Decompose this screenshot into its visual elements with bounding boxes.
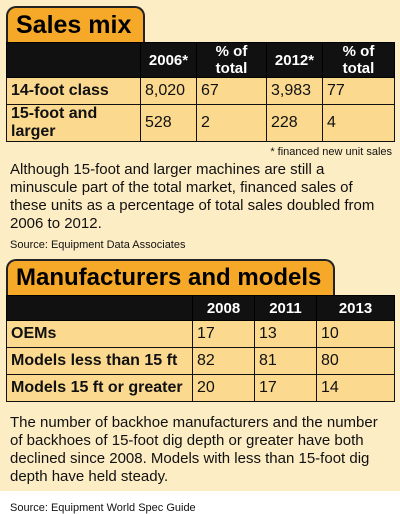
table-cell: 3,983 [266, 77, 323, 105]
table-cell: 17 [254, 374, 317, 402]
source-note: Source: Equipment World Spec Guide [10, 502, 196, 514]
manufacturers-table: 2008 2011 2013 OEMs 17 13 10 Models less… [6, 295, 395, 402]
table-cell: 17 [192, 320, 255, 348]
header-cell: % of total [322, 42, 395, 78]
table-cell: 4 [322, 104, 395, 142]
table-cell: 13 [254, 320, 317, 348]
table-row: OEMs 17 13 10 [6, 320, 395, 348]
manufacturers-title: Manufacturers and models [6, 259, 336, 295]
row-label: Models less than 15 ft [6, 347, 193, 375]
row-label: 15-foot and larger [6, 104, 141, 142]
table-cell: 77 [322, 77, 395, 105]
row-label: 14-foot class [6, 77, 141, 105]
table-cell: 14 [316, 374, 395, 402]
header-cell: 2013 [316, 295, 395, 321]
table-cell: 20 [192, 374, 255, 402]
table-cell: 2 [196, 104, 267, 142]
manufacturers-section: Manufacturers and models 2008 2011 2013 … [6, 259, 395, 514]
table-row: 14-foot class 8,020 67 3,983 77 [6, 77, 395, 105]
header-cell: 2006* [140, 42, 197, 78]
table-header-row: 2008 2011 2013 [6, 295, 395, 321]
table-header-row: 2006* % of total 2012* % of total [6, 42, 395, 78]
table-row: Models less than 15 ft 82 81 80 [6, 347, 395, 375]
header-cell [6, 42, 141, 78]
table-cell: 8,020 [140, 77, 197, 105]
sales-mix-section: Sales mix 2006* % of total 2012* % of to… [6, 6, 395, 251]
table-cell: 81 [254, 347, 317, 375]
sales-mix-title: Sales mix [6, 6, 146, 42]
header-cell: 2012* [266, 42, 323, 78]
table-cell: 10 [316, 320, 395, 348]
table-cell: 80 [316, 347, 395, 375]
row-label: OEMs [6, 320, 193, 348]
row-label: Models 15 ft or greater [6, 374, 193, 402]
description-paragraph: Although 15-foot and larger machines are… [10, 161, 375, 232]
description-paragraph: The number of backhoe manufacturers and … [10, 414, 378, 485]
header-cell: 2008 [192, 295, 255, 321]
footnote: * financed new unit sales [270, 146, 392, 158]
table-cell: 528 [140, 104, 197, 142]
table-cell: 67 [196, 77, 267, 105]
header-cell [6, 295, 193, 321]
source-note: Source: Equipment Data Associates [10, 239, 186, 251]
table-row: 15-foot and larger 528 2 228 4 [6, 104, 395, 142]
table-cell: 82 [192, 347, 255, 375]
sales-mix-table: 2006* % of total 2012* % of total 14-foo… [6, 42, 395, 142]
table-row: Models 15 ft or greater 20 17 14 [6, 374, 395, 402]
header-cell: 2011 [254, 295, 317, 321]
header-cell: % of total [196, 42, 267, 78]
table-cell: 228 [266, 104, 323, 142]
